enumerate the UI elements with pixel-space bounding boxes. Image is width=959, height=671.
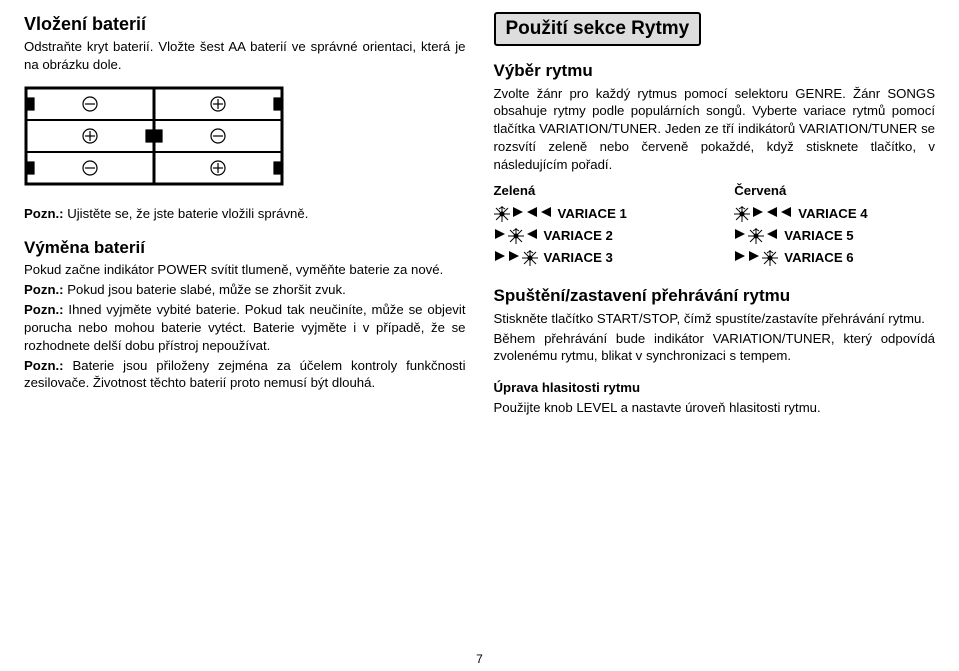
col-head-green: Zelená <box>494 182 695 200</box>
col-head-red: Červená <box>734 182 935 200</box>
row-v3: VARIACE 3 <box>494 249 695 267</box>
p-select: Zvolte žánr pro každý rytmus pomocí sele… <box>494 85 936 174</box>
heading-startstop: Spuštění/zastavení přehrávání rytmu <box>494 285 936 308</box>
heading-insert-batteries: Vložení baterií <box>24 12 466 36</box>
row-v6: VARIACE 6 <box>734 249 935 267</box>
row-v4: VARIACE 4 <box>734 205 935 223</box>
p-startstop2: Během přehrávání bude indikátor VARIATIO… <box>494 330 936 366</box>
p-startstop1: Stiskněte tlačítko START/STOP, čímž spus… <box>494 310 936 328</box>
variation-grid: Zelená VARIACE 1 VARIACE 2 VARIACE 3 Čer… <box>494 182 936 271</box>
row-v5: VARIACE 5 <box>734 227 935 245</box>
p-replace: Pokud začne indikátor POWER svítit tlume… <box>24 261 466 279</box>
heading-volume: Úprava hlasitosti rytmu <box>494 380 641 395</box>
heading-select-rhythm: Výběr rytmu <box>494 60 936 83</box>
note1: Pozn.: Ujistěte se, že jste baterie vlož… <box>24 205 466 223</box>
battery-diagram <box>24 86 284 186</box>
note4: Pozn.: Baterie jsou přiloženy zejména za… <box>24 357 466 393</box>
row-v1: VARIACE 1 <box>494 205 695 223</box>
left-column: Vložení baterií Odstraňte kryt baterií. … <box>24 12 466 419</box>
row-v2: VARIACE 2 <box>494 227 695 245</box>
section-title-box: Použití sekce Rytmy <box>494 12 702 46</box>
note2: Pozn.: Pokud jsou baterie slabé, může se… <box>24 281 466 299</box>
page-number: 7 <box>0 651 959 667</box>
p-volume: Použijte knob LEVEL a nastavte úroveň hl… <box>494 399 936 417</box>
note3: Pozn.: Ihned vyjměte vybité baterie. Pok… <box>24 301 466 354</box>
right-column: Použití sekce Rytmy Výběr rytmu Zvolte ž… <box>494 12 936 419</box>
p-insert: Odstraňte kryt baterií. Vložte šest AA b… <box>24 38 466 74</box>
heading-replace-batteries: Výměna baterií <box>24 237 466 260</box>
